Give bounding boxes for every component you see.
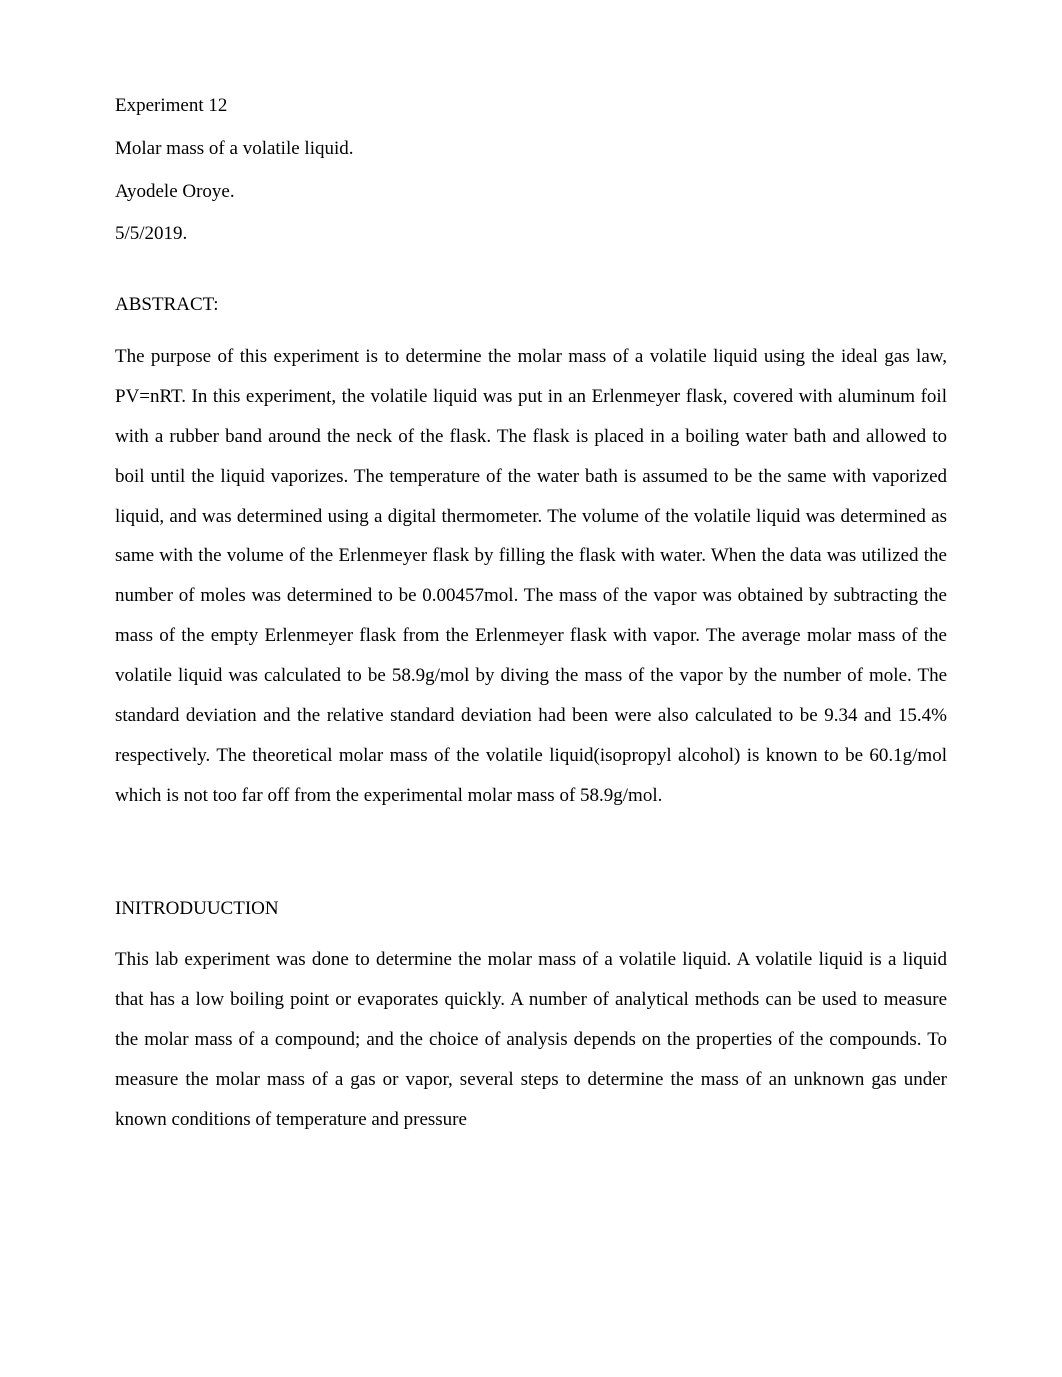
date: 5/5/2019. — [115, 223, 947, 246]
abstract-body: The purpose of this experiment is to det… — [115, 337, 947, 816]
introduction-body: This lab experiment was done to determin… — [115, 940, 947, 1139]
experiment-title: Molar mass of a volatile liquid. — [115, 138, 947, 161]
author-name: Ayodele Oroye. — [115, 181, 947, 204]
abstract-heading: ABSTRACT: — [115, 294, 947, 317]
introduction-heading: INITRODUUCTION — [115, 898, 947, 921]
experiment-number: Experiment 12 — [115, 95, 947, 118]
